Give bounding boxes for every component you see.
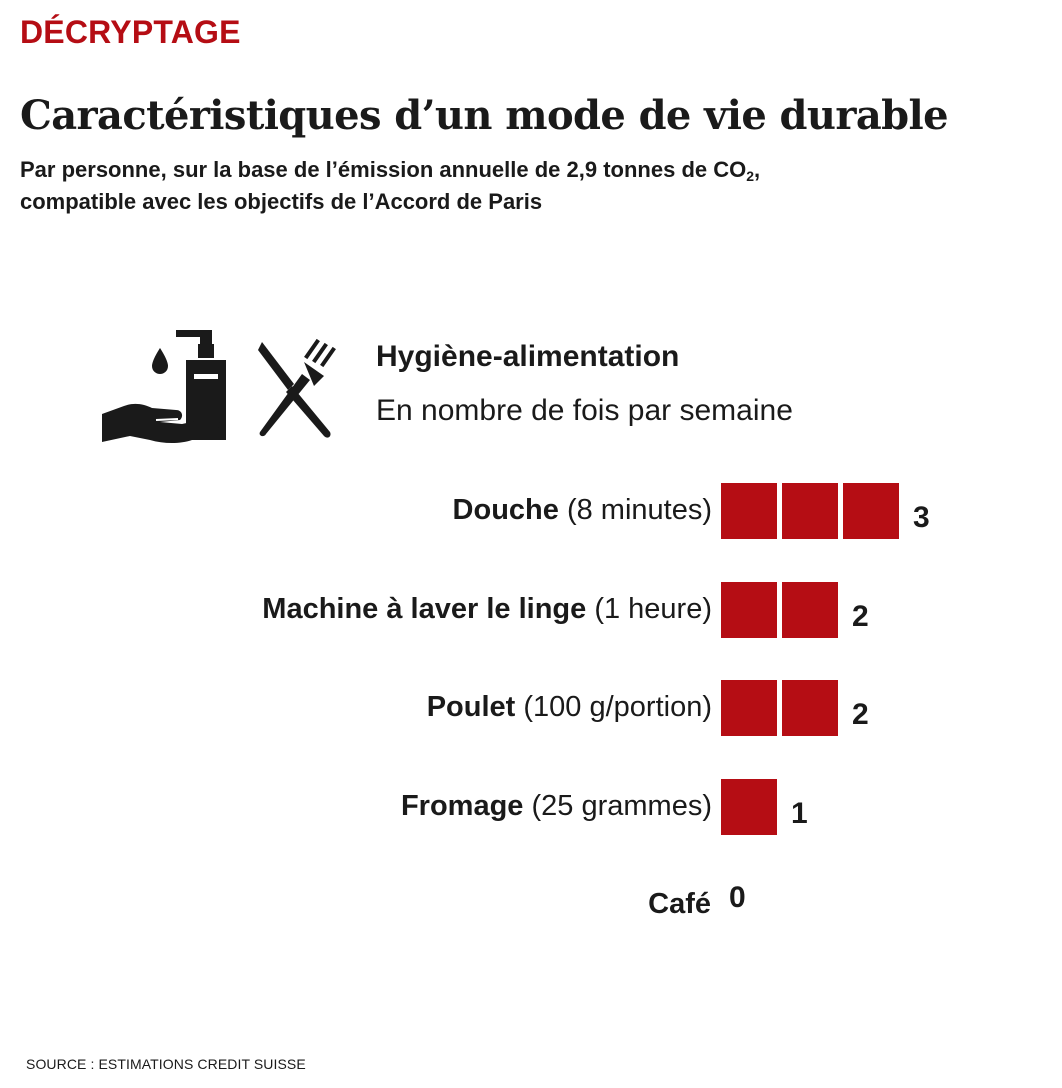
bar-square	[721, 680, 777, 736]
category-detail: (25 grammes)	[531, 789, 713, 822]
category-detail: (8 minutes)	[566, 494, 712, 526]
subtitle-line2: compatible avec les objectifs de l’Accor…	[20, 189, 543, 214]
section-unit: En nombre de fois par semaine	[376, 394, 793, 427]
category-name: Café	[648, 888, 711, 920]
bar-square	[782, 581, 838, 638]
bar-square	[843, 483, 899, 539]
category-name: Machine à laver le linge	[262, 592, 587, 625]
category-name: Poulet	[426, 691, 516, 723]
fork-knife-icon	[258, 338, 336, 438]
category-detail: (100 g/portion)	[523, 691, 712, 723]
chart-title: Caractéristiques d’un mode de vie durabl…	[20, 92, 949, 139]
category-name: Douche	[452, 494, 559, 526]
category-label: Machine à laver le linge (1 heure)	[262, 593, 712, 626]
value-label: 2	[852, 599, 869, 633]
value-label: 3	[913, 501, 930, 534]
value-label: 1	[791, 796, 808, 830]
section-title: Hygiène-alimentation	[376, 340, 680, 373]
bar-square	[782, 483, 838, 539]
bar-square	[721, 581, 777, 638]
category-label: Fromage (25 grammes)	[401, 790, 712, 823]
value-label: 0	[729, 881, 746, 914]
category-detail: (1 heure)	[594, 592, 712, 625]
hand-soap-icon	[102, 330, 226, 443]
kicker: DÉCRYPTAGE	[20, 14, 241, 50]
category-label: Café	[648, 888, 711, 921]
bar-square	[721, 483, 777, 539]
chart-subtitle: Par personne, sur la base de l’émission …	[20, 154, 760, 218]
source-note: SOURCE : ESTIMATIONS CREDIT SUISSE	[26, 1056, 306, 1072]
category-name: Fromage	[400, 789, 524, 822]
subtitle-subscript: 2	[746, 168, 755, 184]
bar-square	[782, 680, 838, 736]
value-label: 2	[852, 698, 869, 731]
bar-square	[721, 778, 777, 835]
subtitle-line1-end: ,	[754, 157, 761, 182]
category-label: Poulet (100 g/portion)	[427, 691, 712, 724]
category-label: Douche (8 minutes)	[453, 494, 712, 527]
subtitle-line1: Par personne, sur la base de l’émission …	[20, 157, 747, 182]
